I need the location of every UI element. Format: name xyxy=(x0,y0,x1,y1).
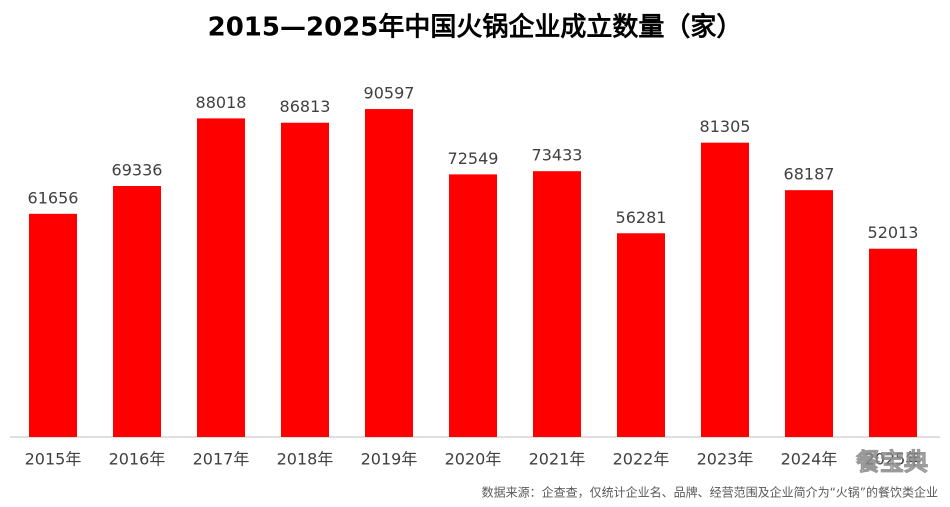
data-label: 68187 xyxy=(784,165,835,184)
x-tick-label: 2019年 xyxy=(361,450,418,469)
data-label: 72549 xyxy=(448,149,499,168)
x-tick-label: 2023年 xyxy=(697,450,754,469)
x-tick-label: 2017年 xyxy=(193,450,250,469)
bar xyxy=(449,174,497,437)
x-tick-label: 2021年 xyxy=(529,450,586,469)
data-label: 88018 xyxy=(196,93,247,112)
chart-title: 2015—2025年中国火锅企业成立数量（家） xyxy=(208,12,743,43)
data-label: 69336 xyxy=(112,161,163,180)
data-label: 73433 xyxy=(532,146,583,165)
x-tick-label: 2025年 xyxy=(865,450,922,469)
x-tick-label: 2020年 xyxy=(445,450,502,469)
watermark: 餐宝典 xyxy=(856,448,928,476)
x-tick-label: 2024年 xyxy=(781,450,838,469)
x-tick-label: 2022年 xyxy=(613,450,670,469)
data-label: 61656 xyxy=(28,188,79,207)
bar xyxy=(701,142,749,437)
source-note: 数据来源：企查查，仅统计企业名、品牌、经营范围及企业简介为“火锅”的餐饮类企业 xyxy=(482,485,938,500)
x-tick-label: 2015年 xyxy=(25,450,82,469)
bar xyxy=(869,248,917,437)
bar xyxy=(785,190,833,437)
bar xyxy=(281,122,329,437)
bar xyxy=(533,171,581,437)
bar xyxy=(113,186,161,437)
x-tick-label: 2018年 xyxy=(277,450,334,469)
bar xyxy=(617,233,665,437)
bar xyxy=(29,213,77,437)
x-tick-label: 2016年 xyxy=(109,450,166,469)
data-label: 56281 xyxy=(616,208,667,227)
data-label: 90597 xyxy=(364,84,415,103)
data-label: 81305 xyxy=(700,117,751,136)
bar xyxy=(197,118,245,437)
data-label: 86813 xyxy=(280,97,331,116)
bar xyxy=(365,109,413,438)
data-label: 52013 xyxy=(868,223,919,242)
